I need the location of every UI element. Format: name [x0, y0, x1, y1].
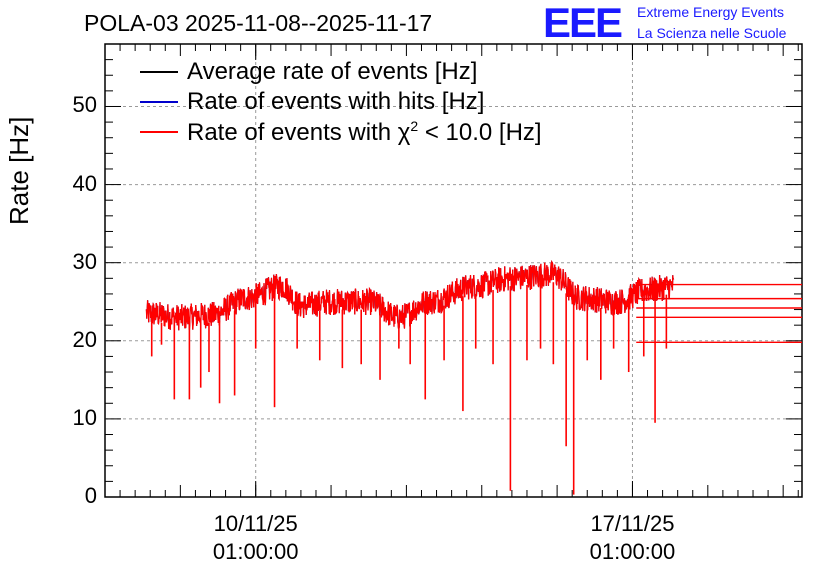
legend-label-hits: Rate of events with hits [Hz]	[187, 88, 485, 115]
x-tick-label: 10/11/25 01:00:00	[186, 510, 326, 566]
legend-line-hits	[140, 101, 178, 103]
plot-frame	[104, 43, 803, 498]
legend-chi2-post: < 10.0 [Hz]	[418, 119, 542, 146]
chart-title: POLA-03 2025-11-08--2025-11-17	[84, 10, 433, 36]
x-tick-date: 17/11/25	[590, 511, 675, 536]
x-tick-time: 01:00:00	[212, 539, 299, 564]
y-axis-label: Rate [Hz]	[4, 116, 34, 225]
y-tick-label: 50	[72, 92, 97, 118]
y-tick-label: 30	[72, 248, 97, 274]
legend-chi2-sup: 2	[410, 118, 419, 134]
legend-line-average	[140, 71, 178, 73]
logo-line-1: Extreme Energy Events	[637, 4, 785, 20]
y-tick-label: 10	[72, 404, 97, 430]
y-tick-label: 20	[72, 326, 97, 352]
x-tick-label: 17/11/25 01:00:00	[562, 510, 702, 566]
x-tick-date: 10/11/25	[213, 511, 298, 536]
y-tick-label: 40	[72, 170, 97, 196]
eee-logo: EEE	[543, 0, 623, 46]
y-tick-label: 0	[84, 483, 97, 508]
legend-chi2-pre: Rate of events with χ	[187, 119, 411, 146]
legend-label-chi2: Rate of events with χ2 < 10.0 [Hz]	[187, 118, 542, 147]
legend-label-average: Average rate of events [Hz]	[187, 58, 478, 85]
logo-line-2: La Scienza nelle Scuole	[637, 25, 787, 41]
x-tick-time: 01:00:00	[589, 539, 676, 564]
legend-line-chi2	[140, 131, 178, 133]
